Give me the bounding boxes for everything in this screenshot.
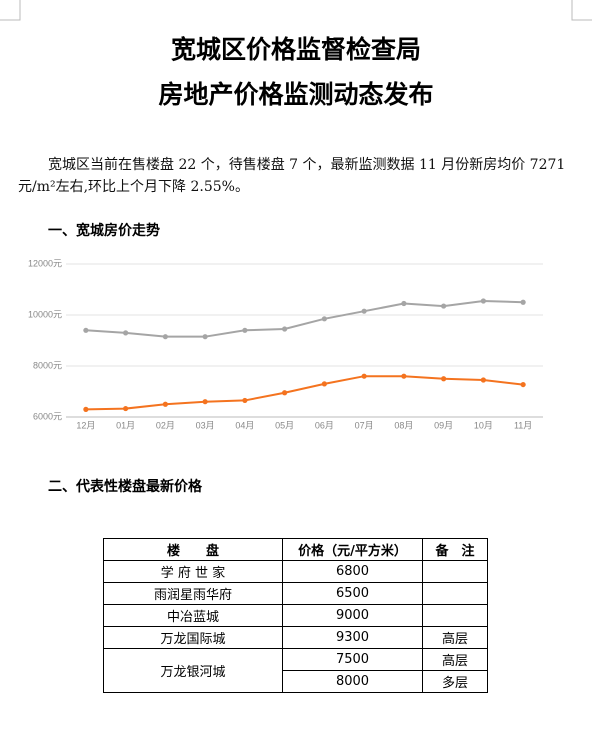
data-point [321,316,327,322]
table-row: 万龙国际城 9300 高层 [103,626,488,649]
chart: 6000元 8000元 10000元 12000元 12月 01月 02月 03月 04月 05月… [28,258,543,430]
table-cell [422,582,488,605]
x-tick-label: 04月 [235,420,254,430]
x-tick-label: 10月 [474,420,493,430]
data-point [361,373,367,379]
data-point [441,376,447,382]
data-point [242,327,248,333]
data-point [162,334,168,340]
table-cell: 6500 [282,582,423,605]
price-table: 楼 盘 价格（元/平方米） 备 注 学 府 世 家 6800 雨润星雨华府 6500 中… [103,538,488,693]
x-tick-label: 12月 [76,420,95,430]
table-cell: 中冶蓝城 [103,604,283,627]
table-row: 学 府 世 家 6800 [103,560,488,583]
data-point [202,399,208,405]
data-point [83,406,89,412]
data-point [520,299,526,305]
series-line [85,299,524,338]
data-point [162,401,168,407]
data-point [480,298,486,304]
x-tick-label: 09月 [434,420,453,430]
x-tick-label: 02月 [156,420,175,430]
paragraph: 宽城区当前在售楼盘 22 个，待售楼盘 7 个，最新监测数据 11 月份新房均价… [18,157,566,195]
data-point [480,377,486,383]
data-point [321,381,327,387]
x-tick-label: 06月 [315,420,334,430]
data-point [123,330,129,336]
table-cell: 7500 [282,648,423,671]
table-cell: 9000 [282,604,423,627]
y-tick-label: 12000元 [28,258,62,268]
page-corners [0,0,592,21]
section-heading: 一、宽城房价走势 [48,223,160,239]
x-tick-label: 03月 [196,420,215,430]
table-row: 雨润星雨华府 6500 [103,582,488,605]
data-point [282,326,288,332]
y-tick-label: 10000元 [28,309,62,319]
data-point [242,397,248,404]
data-point [401,373,407,379]
title-line: 宽城区价格监督检查局 [170,35,421,64]
table-row: 中冶蓝城 9000 [103,604,488,627]
table-header: 楼 盘 [103,538,283,561]
table-row: 万龙银河城 7500 高层 [103,648,488,693]
table-cell: 万龙银河城 [103,648,283,693]
data-point [123,405,129,412]
table-cell: 8000 [282,670,423,693]
table-cell: 9300 [282,626,423,649]
data-point [520,381,526,388]
table-cell: 多层 [422,670,488,693]
table-cell [422,604,488,627]
table-cell: 雨润星雨华府 [103,582,283,605]
table-cell [422,560,488,583]
x-tick-label: 11月 [514,420,532,430]
table-cell: 高层 [422,648,488,671]
x-tick-label: 08月 [394,420,413,430]
table-header: 价格（元/平方米） [282,538,423,561]
x-tick-label: 01月 [116,420,135,430]
table-cell: 万龙国际城 [103,626,283,649]
title-line: 房地产价格监测动态发布 [158,80,434,109]
y-tick-label: 8000元 [33,360,62,370]
y-tick-label: 6000元 [33,411,62,421]
data-point [83,327,89,333]
table-cell: 6800 [282,560,423,583]
x-tick-label: 05月 [275,420,294,430]
series-line [85,375,524,411]
table-cell: 高层 [422,626,488,649]
section-heading: 二、代表性楼盘最新价格 [48,479,202,495]
x-tick-label: 07月 [355,420,374,430]
table-cell: 学 府 世 家 [103,560,283,583]
data-point [441,303,447,309]
table-header: 备 注 [422,538,488,561]
data-point [401,300,407,307]
data-point [361,308,367,314]
table-row: 8000 多层 [104,670,488,693]
data-point [202,334,208,340]
data-point [282,390,288,396]
